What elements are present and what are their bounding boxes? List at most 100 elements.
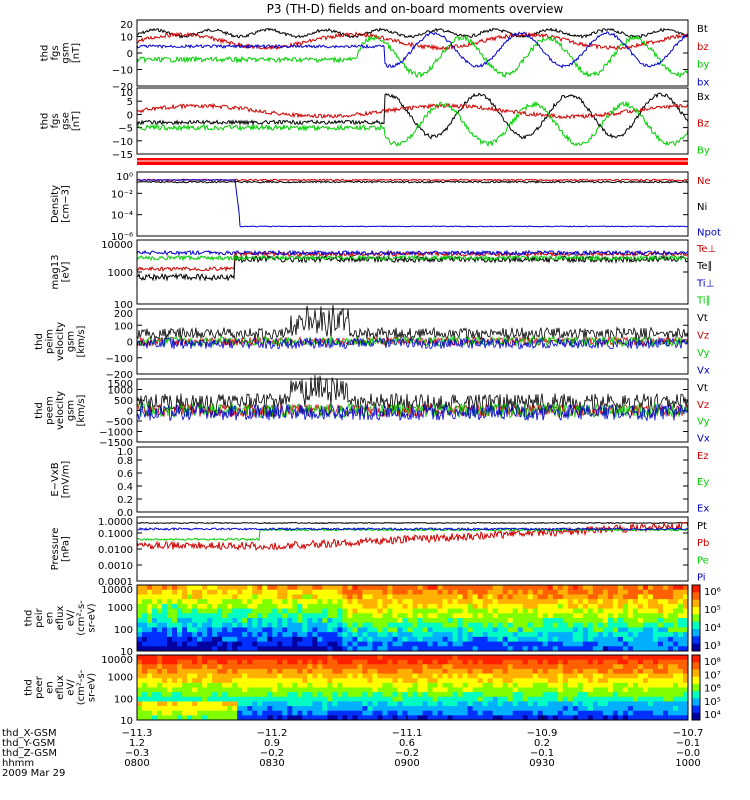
panel-peer-spectrogram: thd peer en eflux eV/(cm²-s-sr-eV)10000 1000 1… [24,654,721,727]
legend-Ti∥: Ti∥ [696,296,711,307]
y-axis-label-line: gse [60,112,71,130]
y-tick-label: 0.2 [117,495,133,506]
legend-bx: bx [697,77,709,88]
colorbar-label: 10⁴ [704,623,721,634]
y-axis-label-line: peim [45,329,56,354]
y-tick-label: 100 [114,694,133,705]
y-tick-label: 10 [120,33,133,44]
panel-frame [136,378,689,443]
y-axis-label-line: (cm²-s- [76,600,87,636]
x-axis-value: −0.1 [676,738,700,749]
y-tick-label: −1500 [99,438,133,449]
series-By [136,100,689,148]
series-Ti-par [136,254,689,262]
legend-Ni: Ni [697,202,707,213]
legend-Vz: Vz [697,330,709,341]
colorbar: 10⁶ 10⁵ 10⁴ 10³ [691,584,721,652]
x-axis-date: 2009 Mar 29 [2,768,65,779]
y-tick-label: 10 [120,716,133,727]
series-Vy [136,335,689,348]
legend-Ne: Ne [697,176,711,187]
y-axis-label-line: eV/ [66,609,77,626]
series-Vx [136,403,689,422]
legend-Vt: Vt [697,313,708,324]
y-tick-label: 0.0010 [98,561,133,572]
x-axis-value: −10.7 [673,728,704,739]
legend-Vy: Vy [697,348,710,359]
panel-temperature: mag13 [eV] 10000 1000 100 Te⊥ Te∥ Ti⊥ Ti∥ [50,239,716,311]
y-axis-label-line: [km/s] [76,325,87,357]
y-axis-label-line: velocity [55,391,66,430]
colorbar-label: 10³ [704,641,721,652]
y-tick-label: −200 [106,370,133,381]
y-tick-label: 10⁰ [116,172,133,183]
y-tick-label: 20 [120,20,133,31]
y-axis-label-line: Pressure [50,528,61,571]
y-axis-label-line: fgs [50,113,61,128]
colorbar-label: 10⁴ [704,710,721,721]
y-tick-label: −15 [112,150,133,161]
legend-Pt: Pt [697,521,707,532]
x-axis-row-label: thd_Y-GSM [2,738,55,749]
panel-peem-velocity: thd peem velocity gsm [km/s] 150010005000−500… [34,374,710,449]
panel-frame [136,87,689,155]
y-tick-label: −1000 [99,428,133,439]
y-tick-label: 0.4 [117,482,133,493]
legend-Te⊥: Te⊥ [696,244,716,255]
y-tick-label: 200 [114,309,133,320]
legend-By: By [697,145,710,156]
y-axis-label-line: sr-eV) [87,603,98,632]
y-tick-label: −5 [118,124,133,135]
y-tick-label: −10 [112,137,133,148]
y-axis-label-line: peer [34,675,45,699]
y-tick-label: 10 [120,647,133,658]
colorbar: 10⁸ 10⁷ 10⁶ 10⁵ 10⁴ [691,654,721,721]
y-tick-label: 0 [127,110,133,121]
legend-Ey: Ey [697,477,709,488]
y-axis-label-line: velocity [55,322,66,361]
legend-Ti⊥: Ti⊥ [696,278,714,289]
panel-peir-spectrogram: thd peir en eflux eV/(cm²-s-sr-eV)10000 1000 1… [24,584,721,658]
x-axis-value: −0.2 [260,748,284,759]
y-axis-label-line: thd [39,45,50,62]
y-axis-label-line: gsm [60,42,71,63]
legend-Bz: Bz [697,119,709,130]
x-axis-value: −0.1 [530,748,554,759]
colorbar-label: 10⁶ [704,587,721,598]
y-tick-label: 100 [114,625,133,636]
y-tick-label: −20 [112,82,133,93]
legend-Vt: Vt [697,383,708,394]
x-axis-value: 0830 [259,758,284,769]
y-tick-label: 10000 [101,585,133,596]
y-tick-label: 0 [127,407,133,418]
y-axis-label-line: Density [50,185,61,223]
x-axis-value: 0.9 [264,738,280,749]
y-axis-label-line: gsm [66,331,77,352]
panel-frame [136,446,689,513]
x-axis-value: −0.3 [125,748,149,759]
series-Pi [137,526,689,531]
legend-Bx: Bx [697,92,710,103]
x-axis-value: −0.0 [676,748,700,759]
x-axis-value: −10.9 [527,728,558,739]
y-tick-label: 1.0 [117,447,133,458]
y-axis-label-line: mag13 [50,255,61,290]
y-tick-label: −100 [106,354,133,365]
panel-fgs-gsm-2: thd fgs gse [nT] 105 0 −5 −10 −15 Bx Bz By [39,87,710,161]
y-tick-label: 1000 [108,603,133,614]
y-axis-label-line: (cm²-s- [76,669,87,705]
series-Bx [136,92,689,140]
y-axis-label-line: en [45,681,56,694]
colorbar-label: 10⁵ [704,605,721,616]
legend-Pi: Pi [697,573,706,584]
series-by [136,34,689,79]
colorbar-label: 10⁶ [704,684,721,695]
legend-Te∥: Te∥ [696,261,713,272]
x-axis-value: −11.3 [122,728,153,739]
x-axis-value: −11.1 [392,728,423,739]
legend-Ez: Ez [697,451,709,462]
panel-frame [136,516,689,582]
panel-fgs-gsm: thd fgs gsm [nT] 20 10 0 −10 −20 Bt bz by bx [39,19,709,93]
